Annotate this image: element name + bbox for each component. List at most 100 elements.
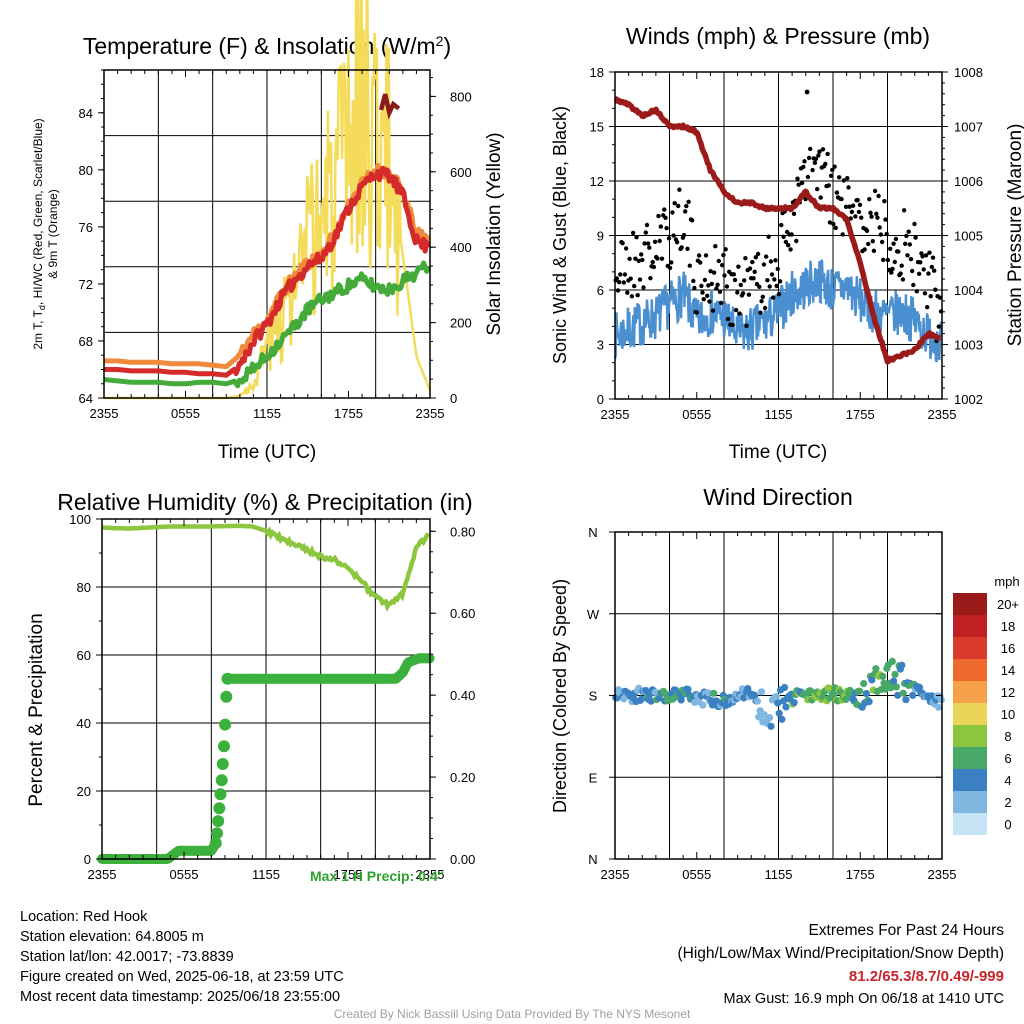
gust-point: [913, 235, 918, 240]
gust-point: [744, 323, 749, 328]
gust-point: [708, 269, 713, 274]
winds-data: [613, 89, 944, 365]
gust-point: [640, 257, 645, 263]
gust-point: [628, 276, 633, 281]
gust-point: [670, 210, 675, 215]
gust-point: [813, 156, 819, 161]
gust-point: [706, 283, 711, 288]
gust-point: [637, 277, 643, 282]
gust-point: [841, 178, 846, 183]
gust-point: [766, 234, 771, 239]
gust-point: [875, 215, 880, 220]
gust-point: [760, 294, 765, 299]
gust-point: [622, 272, 628, 277]
direction-tick-label: N: [588, 852, 597, 867]
gust-point: [826, 183, 831, 188]
gust-point: [925, 305, 930, 310]
gust-point: [923, 253, 929, 258]
y-right-tick-label: 0.20: [450, 770, 475, 785]
gust-point: [810, 167, 815, 173]
gust-point: [855, 197, 860, 203]
legend-swatch: [953, 791, 987, 813]
gust-point: [632, 283, 637, 289]
gust-point: [777, 279, 783, 284]
temperature-data: [103, 0, 432, 400]
gust-point: [833, 225, 838, 231]
precip-point: [220, 690, 233, 703]
winds-panel: Winds (mph) & Pressure (mb) 2355 0555 1155…: [550, 23, 1024, 463]
precip-point: [212, 815, 225, 828]
gust-point: [751, 276, 756, 281]
gust-point: [650, 259, 655, 265]
gust-point: [930, 255, 936, 260]
gust-point: [656, 213, 661, 219]
y-tick-label: 12: [590, 174, 604, 189]
y-right-tick-label: 1003: [954, 338, 983, 353]
gust-point: [876, 193, 881, 199]
precip-point: [219, 718, 232, 731]
gust-point: [767, 284, 772, 289]
y-tick-label: 64: [79, 391, 93, 406]
y-tick-label: 3: [597, 338, 604, 353]
gust-point: [808, 146, 813, 152]
gust-point: [862, 247, 867, 252]
gust-point: [639, 252, 644, 257]
y-tick-label: 100: [69, 512, 91, 527]
temperature-ylabel-sub: d: [37, 305, 47, 310]
gust-point: [718, 300, 724, 306]
solar-ylabel: Solar Insolation (Yellow): [484, 132, 505, 335]
direction-point: [755, 713, 763, 721]
gust-point: [883, 217, 888, 222]
gust-point: [765, 278, 770, 283]
legend-label: 2: [1004, 795, 1011, 810]
gust-point: [818, 195, 823, 200]
direction-point: [638, 695, 646, 703]
gust-point: [681, 232, 687, 238]
direction-tick-label: N: [588, 525, 597, 540]
gust-point: [722, 273, 727, 278]
gust-point: [783, 239, 789, 245]
gust-point: [918, 260, 923, 265]
direction-point: [757, 688, 766, 696]
gust-point: [899, 263, 904, 268]
direction-point: [856, 687, 864, 695]
gust-point: [714, 286, 719, 291]
direction-point: [881, 685, 890, 693]
gust-point: [651, 264, 657, 270]
speed-legend: mph 20+ 18 16 14 12 10 8 6 4 2 0: [953, 574, 1020, 835]
gust-point: [687, 263, 692, 268]
gust-point: [864, 228, 870, 233]
gust-point: [645, 241, 651, 246]
gust-point: [683, 209, 688, 214]
y-tick-label: 60: [77, 648, 91, 663]
y-tick-label: 80: [79, 163, 93, 178]
y-right-tick-label: 1005: [954, 229, 983, 244]
winds-title: Winds (mph) & Pressure (mb): [626, 23, 930, 49]
direction-point: [902, 696, 910, 704]
x-tick-label: 0555: [682, 867, 711, 882]
y-right-tick-label: 1007: [954, 120, 983, 135]
gust-point: [791, 211, 797, 216]
gust-point: [828, 173, 834, 178]
gust-point: [834, 190, 840, 195]
direction-point: [677, 696, 685, 704]
gust-point: [761, 262, 767, 267]
gust-point: [933, 287, 938, 292]
direction-point: [868, 676, 876, 684]
gust-point: [731, 272, 736, 277]
x-tick-label: 1755: [846, 867, 875, 882]
gust-point: [898, 271, 903, 276]
gust-point: [750, 259, 755, 265]
gust-point: [757, 284, 762, 289]
gust-point: [677, 187, 682, 192]
precip-point: [211, 827, 223, 840]
temperature-panel: Temperature (F) & Insolation (W/m2) 2355…: [31, 0, 505, 463]
legend-swatch: [953, 747, 987, 769]
gust-point: [707, 299, 712, 304]
gust-point: [634, 235, 639, 240]
gust-point: [820, 147, 826, 152]
gust-point: [659, 256, 665, 261]
gust-point: [831, 221, 836, 227]
y-tick-label: 0: [597, 392, 604, 407]
gust-point: [752, 269, 757, 274]
